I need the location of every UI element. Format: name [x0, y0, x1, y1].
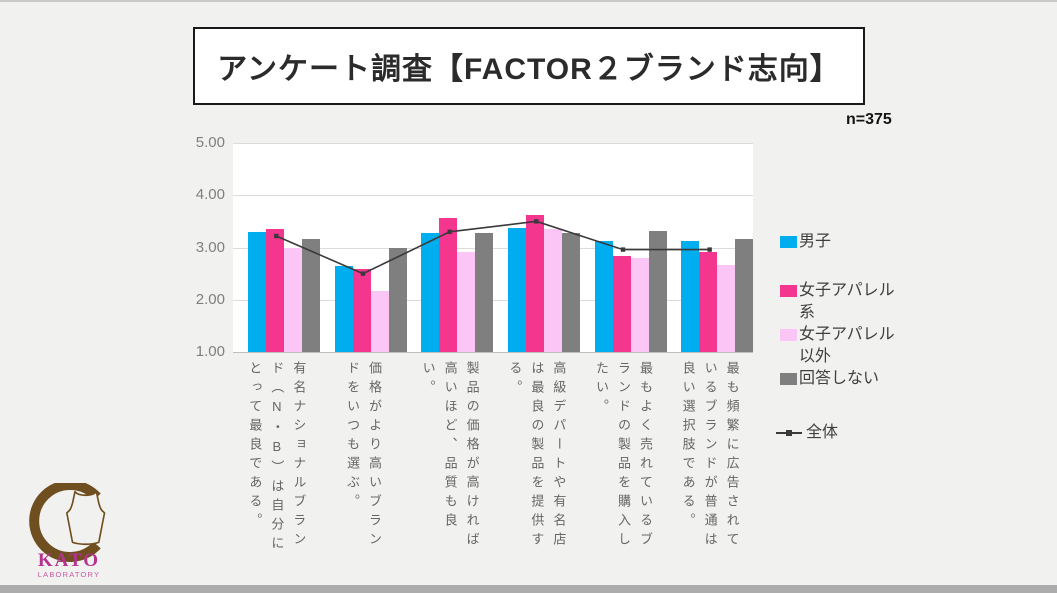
bar-1: [421, 232, 440, 352]
slide-top-edge: [0, 0, 1057, 2]
logo-brand-text: KATO: [38, 550, 100, 571]
legend-item: 男子: [780, 231, 831, 253]
bar-3: [544, 228, 562, 352]
bar-group: [320, 143, 407, 352]
legend-swatch-icon: [780, 236, 797, 248]
y-axis-tick-label: 5.00: [195, 134, 225, 151]
chart-plot-area: [233, 143, 754, 353]
bar-group: [233, 143, 320, 352]
bar-group: [580, 143, 667, 352]
y-axis-tick-label: 4.00: [195, 186, 225, 204]
logo-c-arc: [29, 483, 101, 562]
legend-item: 女子アパレル系: [780, 280, 895, 324]
bar-2: [352, 269, 371, 352]
legend-label: 女子アパレル系: [799, 282, 895, 321]
x-axis-label: 価格がより高いブランドをいつも選ぶ。: [320, 361, 407, 571]
bar-1: [594, 241, 613, 352]
bar-1: [508, 227, 526, 352]
logo-dress-icon: [65, 490, 106, 546]
x-axis-line: [233, 352, 753, 353]
kato-laboratory-logo: KATO LABORATORY: [29, 483, 106, 579]
bar-4: [562, 232, 580, 352]
slide-title: アンケート調査【FACTOR２ブランド志向】: [217, 53, 841, 86]
bar-2: [439, 217, 458, 352]
sample-size-label: n=375: [846, 111, 892, 128]
x-axis-category-labels: 有名ナショナルブランド（N・B）は自分にとって最良である。 価格がより高いブランド…: [233, 361, 753, 571]
x-axis-label: 最もよく売れているブランドの製品を購入したい。: [580, 361, 667, 571]
legend-label: 男子: [799, 233, 832, 250]
legend-swatch-icon: [780, 329, 797, 341]
legend-item: 全体: [776, 422, 839, 444]
legend-item: 女子アパレル 以外: [780, 324, 895, 368]
bar-4: [648, 231, 667, 352]
gridline: [233, 195, 753, 197]
slide-title-box: アンケート調査【FACTOR２ブランド志向】: [193, 27, 865, 105]
legend-swatch-icon: [780, 373, 797, 385]
bar-4: [475, 232, 494, 352]
bar-group: [406, 143, 494, 352]
bar-group: [493, 143, 580, 352]
bar-1: [681, 240, 700, 352]
slide-bottom-edge: [0, 585, 1057, 593]
x-axis-label-text: 製品の価格が高ければ高いほど、品質も良い。: [420, 361, 480, 551]
bar-1: [334, 265, 353, 352]
legend-label: 女子アパレル 以外: [799, 326, 895, 365]
legend-label: 全体: [806, 424, 839, 441]
survey-bar-chart: [233, 143, 754, 353]
x-axis-label-text: 最も頻繁に広告されているブランドが普通は良い選択肢である。: [680, 361, 740, 551]
bar-2: [266, 229, 284, 352]
legend-dot: [786, 430, 792, 436]
legend-label: 回答しない: [799, 370, 880, 387]
x-axis-label-text: 価格がより高いブランドをいつも選ぶ。: [344, 361, 382, 551]
x-axis-label-text: 最もよく売れているブランドの製品を購入したい。: [593, 361, 653, 551]
legend-swatch-icon: [780, 285, 797, 297]
y-axis-tick-label: 2.00: [195, 290, 225, 308]
x-axis-label: 有名ナショナルブランド（N・B）は自分にとって最良である。: [233, 361, 320, 571]
x-axis-label-text: 有名ナショナルブランド（N・B）は自分にとって最良である。: [247, 361, 307, 555]
legend-line-marker-icon: [776, 422, 804, 444]
logo-sub-text: LABORATORY: [38, 570, 100, 579]
bar-3: [717, 265, 736, 352]
bar-3: [284, 248, 302, 352]
bar-4: [735, 238, 754, 352]
x-axis-label-text: 高級デパートや有名店は最良の製品を提供する。: [507, 361, 567, 551]
gridline: [233, 143, 753, 144]
x-axis-label: 高級デパートや有名店は最良の製品を提供する。: [493, 361, 580, 571]
bar-3: [630, 257, 649, 352]
bar-3: [370, 290, 389, 352]
bar-2: [699, 251, 718, 352]
bar-4: [302, 238, 320, 352]
bar-4: [388, 247, 407, 352]
bar-3: [457, 252, 476, 352]
y-axis-tick-label: 3.00: [195, 238, 225, 256]
bar-2: [612, 256, 631, 352]
bar-1: [248, 231, 266, 352]
x-axis-label: 最も頻繁に広告されているブランドが普通は良い選択肢である。: [666, 361, 753, 571]
bar-2: [526, 214, 544, 352]
legend-item: 回答しない: [780, 368, 879, 390]
x-axis-label: 製品の価格が高ければ高いほど、品質も良い。: [406, 361, 493, 571]
bar-group: [666, 143, 754, 352]
y-axis-tick-label: 1.00: [195, 343, 225, 360]
